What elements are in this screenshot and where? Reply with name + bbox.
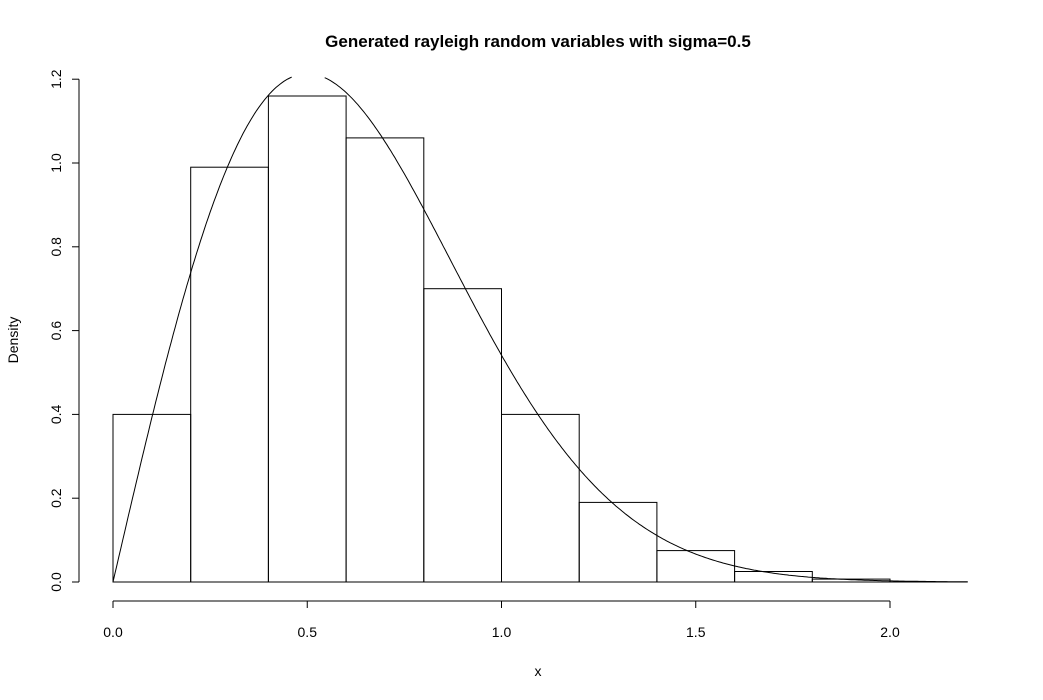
histogram-bar-8 bbox=[656, 550, 736, 583]
histogram-bar-2 bbox=[190, 166, 269, 583]
y-tick-label: 0.4 bbox=[48, 404, 64, 424]
histogram-bar-3 bbox=[267, 95, 347, 583]
histogram-bar-6 bbox=[501, 413, 580, 583]
y-tick-label: 0.6 bbox=[48, 321, 64, 341]
histogram-bar-1 bbox=[112, 413, 192, 583]
histogram-bar-4 bbox=[345, 137, 425, 583]
y-axis-label: Density bbox=[5, 317, 21, 364]
histogram-bars bbox=[112, 95, 891, 583]
x-tick-label: 1.5 bbox=[686, 624, 706, 640]
x-tick-label: 1.0 bbox=[492, 624, 512, 640]
density-curve bbox=[112, 76, 968, 583]
x-tick-label: 0.0 bbox=[103, 624, 123, 640]
y-axis: 0.0 0.2 0.4 0.6 0.8 1.0 1.2 bbox=[48, 69, 80, 592]
x-tick-label: 0.5 bbox=[298, 624, 318, 640]
x-axis-label: x bbox=[535, 663, 542, 679]
y-tick-label: 0.0 bbox=[48, 572, 64, 592]
y-tick-label: 1.2 bbox=[48, 69, 64, 89]
histogram-bar-7 bbox=[578, 501, 658, 583]
x-tick-label: 2.0 bbox=[880, 624, 900, 640]
chart-title: Generated rayleigh random variables with… bbox=[325, 32, 751, 51]
histogram-bar-5 bbox=[423, 288, 502, 583]
y-tick-label: 0.2 bbox=[48, 488, 64, 508]
x-axis: 0.0 0.5 1.0 1.5 2.0 bbox=[103, 600, 900, 640]
y-tick-label: 1.0 bbox=[48, 153, 64, 173]
y-tick-label: 0.8 bbox=[48, 237, 64, 257]
